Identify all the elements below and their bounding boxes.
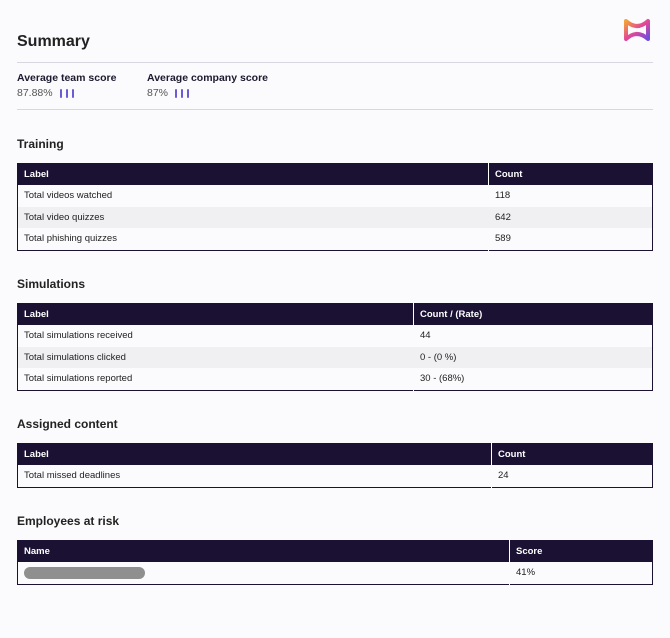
table-row: Total simulations reported 30 - (68%) xyxy=(18,368,653,390)
simulations-title: Simulations xyxy=(17,277,86,291)
cell-label: Total simulations reported xyxy=(24,373,133,385)
cell-count: 0 - (0 %) xyxy=(413,346,653,368)
risk-table: Name Score 41% xyxy=(17,540,653,585)
score-bars-icon xyxy=(175,88,190,98)
column-header: Count / (Rate) xyxy=(413,303,653,325)
assigned-table: Label Count Total missed deadlines 24 xyxy=(17,443,653,488)
column-header: Label xyxy=(17,163,489,185)
employee-name xyxy=(18,562,510,584)
table-row: Total video quizzes 642 xyxy=(17,206,653,228)
page-title: Summary xyxy=(17,33,90,50)
column-header: Score xyxy=(509,540,653,562)
company-score-value: 87% xyxy=(147,87,169,99)
company-score: Average company score 87% xyxy=(147,72,268,99)
training-table: Label Count Total videos watched 118 Tot… xyxy=(17,163,653,251)
column-header: Label xyxy=(17,443,492,465)
team-score-label: Average team score xyxy=(17,72,117,84)
cell-label: Total missed deadlines xyxy=(24,470,121,482)
column-header: Name xyxy=(17,540,510,562)
assigned-title: Assigned content xyxy=(17,417,118,431)
simulations-table: Label Count / (Rate) Total simulations r… xyxy=(17,303,653,391)
cell-count: 642 xyxy=(488,206,653,228)
redacted-name xyxy=(24,566,145,579)
column-header: Count xyxy=(488,163,653,185)
table-row: Total videos watched 118 xyxy=(18,185,653,207)
team-score: Average team score 87.88% xyxy=(17,72,116,99)
cell-count: 589 xyxy=(495,233,511,245)
divider xyxy=(17,62,653,63)
team-score-value: 87.88% xyxy=(17,87,53,99)
table-row: 41% xyxy=(18,562,653,584)
cell-count: 24 xyxy=(498,470,509,482)
cell-label: Total video quizzes xyxy=(17,206,489,228)
table-row: Total simulations received 44 xyxy=(18,325,653,347)
score-bars-icon xyxy=(59,88,74,98)
table-row: Total phishing quizzes 589 xyxy=(18,228,653,250)
employee-score: 41% xyxy=(516,567,536,579)
table-row: Total missed deadlines 24 xyxy=(18,465,653,487)
column-header: Count xyxy=(491,443,653,465)
table-row: Total simulations clicked 0 - (0 %) xyxy=(17,346,653,368)
cell-count: 30 - (68%) xyxy=(420,373,465,385)
divider xyxy=(17,109,653,110)
cell-label: Total simulations clicked xyxy=(17,346,414,368)
risk-title: Employees at risk xyxy=(17,514,120,528)
cell-label: Total videos watched xyxy=(24,190,113,202)
cell-count: 44 xyxy=(420,330,431,342)
column-header: Label xyxy=(17,303,414,325)
company-score-label: Average company score xyxy=(147,72,269,84)
cell-count: 118 xyxy=(495,190,511,202)
cell-label: Total phishing quizzes xyxy=(24,233,117,245)
cell-label: Total simulations received xyxy=(24,330,133,342)
training-title: Training xyxy=(17,137,64,151)
brand-logo xyxy=(624,19,650,41)
